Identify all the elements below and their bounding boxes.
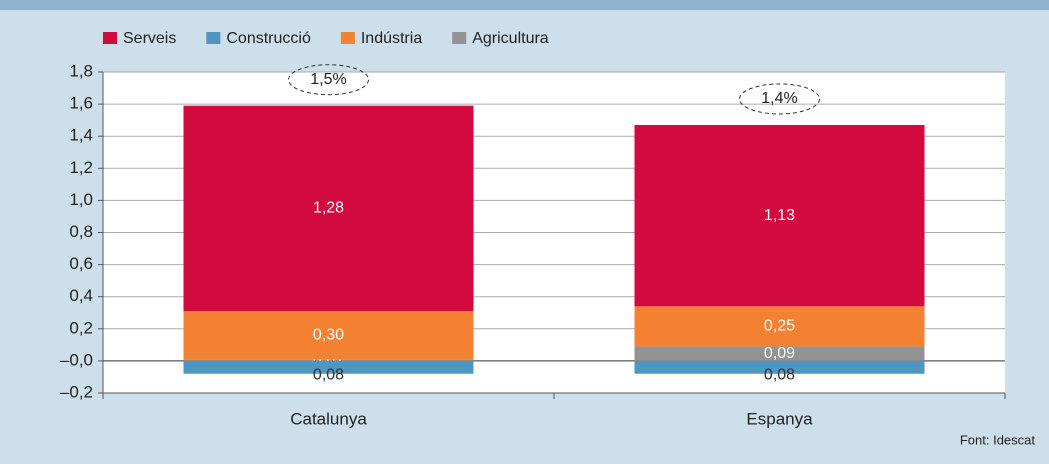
legend-swatch [103, 32, 117, 44]
y-tick-label: 0,4 [69, 286, 93, 305]
annotation: 1,5% [310, 71, 346, 88]
bar-segment [634, 306, 925, 347]
bar-segment [634, 346, 925, 361]
top-band [0, 0, 1049, 10]
legend-label: Agricultura [472, 30, 549, 47]
legend-label: Construcció [226, 30, 311, 47]
y-tick-label: 1,0 [69, 190, 93, 209]
y-tick-label: 1,8 [69, 61, 93, 80]
bar-segment [634, 124, 925, 307]
annotation-ellipse [739, 83, 820, 115]
y-tick-label: 0,6 [69, 254, 93, 273]
value-label: 0,08 [764, 367, 795, 384]
y-tick-label: 0,8 [69, 222, 93, 241]
bar-segment [183, 359, 474, 361]
x-tick-label: Espanya [746, 409, 813, 428]
value-label: 1,28 [313, 200, 344, 217]
bar-segment [183, 311, 474, 360]
bar-segment [634, 360, 925, 374]
legend-swatch [206, 32, 221, 44]
value-label: 0,08 [313, 367, 344, 384]
legend-label: Indústria [361, 30, 422, 47]
value-label: 0,30 [313, 326, 344, 343]
value-label: 0,25 [764, 318, 795, 335]
y-tick-label: 1,4 [69, 126, 93, 145]
y-tick-label: –0,2 [60, 382, 93, 401]
source: Font: Idescat [960, 432, 1036, 447]
legend-label: Serveis [123, 30, 176, 47]
y-tick-label: –0,0 [60, 350, 93, 369]
y-tick-label: 0,2 [69, 318, 93, 337]
value-label: 0,09 [764, 345, 795, 362]
annotation: 1,4% [761, 90, 797, 107]
annotation-ellipse [288, 64, 369, 96]
legend-swatch [340, 32, 355, 44]
bar-segment [183, 360, 474, 374]
value-label: 1,13 [764, 207, 795, 224]
y-tick-label: 1,6 [69, 94, 93, 113]
y-tick-label: 1,2 [69, 158, 93, 177]
bar-segment [183, 105, 474, 312]
legend-swatch [452, 32, 467, 44]
x-tick-label: Catalunya [290, 409, 367, 428]
